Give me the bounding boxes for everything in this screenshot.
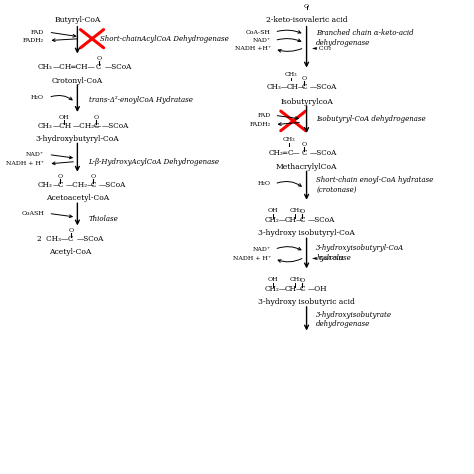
Text: FADH₂: FADH₂ (250, 122, 271, 127)
Text: C: C (58, 182, 63, 189)
Text: CH₃: CH₃ (37, 63, 52, 71)
Text: FAD: FAD (258, 113, 271, 118)
Text: —SCoA: —SCoA (105, 63, 132, 71)
Text: CH₃: CH₃ (289, 277, 302, 282)
Text: NAD⁺: NAD⁺ (253, 247, 271, 252)
Text: NADH + H⁺: NADH + H⁺ (233, 256, 271, 261)
Text: ◄ CO₂: ◄ CO₂ (312, 46, 331, 52)
Text: CH₃—: CH₃— (266, 83, 289, 91)
Text: CH₃: CH₃ (289, 208, 302, 213)
Text: trans-Δ²-enoylCoA Hydratase: trans-Δ²-enoylCoA Hydratase (89, 96, 192, 104)
Text: C: C (300, 216, 305, 224)
Text: C: C (90, 182, 96, 189)
Text: O: O (96, 56, 101, 61)
Text: CH₃: CH₃ (37, 182, 52, 189)
Text: O: O (304, 4, 309, 9)
Text: C: C (300, 285, 305, 293)
Text: —CH═CH—: —CH═CH— (53, 63, 96, 71)
Text: Acetoacetyl-CoA: Acetoacetyl-CoA (46, 194, 109, 202)
Text: O: O (302, 142, 307, 146)
Text: CH—: CH— (284, 216, 303, 224)
Text: CoA-SH: CoA-SH (246, 30, 271, 35)
Text: O: O (68, 228, 73, 233)
Text: MethacrylylCoA: MethacrylylCoA (276, 163, 337, 171)
Text: CH₃: CH₃ (283, 137, 295, 142)
Text: C: C (96, 63, 101, 71)
Text: Butyryl-CoA: Butyryl-CoA (54, 16, 100, 24)
Text: O: O (93, 115, 99, 119)
Text: Short-chain enoyl-CoA hydratase
(crotonase): Short-chain enoyl-CoA hydratase (crotona… (316, 176, 434, 194)
Text: Crotonyl-CoA: Crotonyl-CoA (52, 76, 103, 84)
Text: O: O (91, 174, 96, 179)
Text: —SCoA: —SCoA (76, 235, 104, 243)
Text: —CH₂—: —CH₂— (65, 182, 95, 189)
Text: —SCoA: —SCoA (99, 182, 126, 189)
Text: 3-hydroxy isobutyric acid: 3-hydroxy isobutyric acid (258, 299, 355, 306)
Text: NADH +H⁺: NADH +H⁺ (235, 46, 271, 52)
Text: —SCoA: —SCoA (102, 121, 129, 129)
Text: Isobutyryl-CoA dehydrogenase: Isobutyryl-CoA dehydrogenase (316, 115, 426, 123)
Text: IsobutyrylcoA: IsobutyrylcoA (280, 98, 333, 106)
Text: O: O (300, 278, 305, 283)
Text: CH₂—: CH₂— (264, 216, 286, 224)
Text: OH: OH (268, 277, 278, 282)
Text: NAD⁺: NAD⁺ (253, 38, 271, 43)
Text: C—: C— (288, 149, 301, 157)
Text: —SCoA: —SCoA (310, 149, 337, 157)
Text: O: O (58, 174, 63, 179)
Text: CH₂—: CH₂— (264, 285, 286, 293)
Text: 3-hydroxyisobutyryl-CoA
hydrolase: 3-hydroxyisobutyryl-CoA hydrolase (316, 244, 404, 262)
Text: CH—: CH— (284, 285, 303, 293)
Text: 3-hydroxy isobutyryl-CoA: 3-hydroxy isobutyryl-CoA (258, 229, 355, 237)
Text: —CH₂—: —CH₂— (73, 121, 102, 129)
Text: 3-hydroxyisobutyrate
dehydrogenase: 3-hydroxyisobutyrate dehydrogenase (316, 310, 392, 328)
Text: H₂O: H₂O (258, 182, 271, 186)
Text: —: — (53, 182, 60, 189)
Text: NADH + H⁺: NADH + H⁺ (6, 161, 44, 166)
Text: Thiolase: Thiolase (89, 215, 118, 223)
Text: —SCoA: —SCoA (308, 216, 335, 224)
Text: H₂O: H₂O (31, 95, 44, 100)
Text: L-β-HydroxyAcylCoA Dehydrogenase: L-β-HydroxyAcylCoA Dehydrogenase (89, 158, 219, 166)
Text: 3-hydroxybutyryl-CoA: 3-hydroxybutyryl-CoA (36, 135, 119, 143)
Text: NAD⁺: NAD⁺ (26, 152, 44, 157)
Text: CH₃: CH₃ (285, 72, 297, 76)
Text: 2-keto-isovaleric acid: 2-keto-isovaleric acid (266, 16, 347, 24)
Text: CH₂═: CH₂═ (269, 149, 288, 157)
Text: —SCoA: —SCoA (310, 83, 337, 91)
Text: —CH: —CH (53, 121, 72, 129)
Text: CH₃: CH₃ (37, 121, 52, 129)
Text: CH—: CH— (287, 83, 306, 91)
Text: C: C (301, 83, 307, 91)
Text: FAD: FAD (31, 30, 44, 35)
Text: C: C (301, 149, 307, 157)
Text: Branched chain α-keto-acid
dehydrogenase: Branched chain α-keto-acid dehydrogenase (316, 29, 414, 46)
Text: C: C (93, 121, 99, 129)
Text: FADH₂: FADH₂ (23, 38, 44, 43)
Text: 2  CH₃—: 2 CH₃— (37, 235, 69, 243)
Text: C: C (68, 235, 73, 243)
Text: Acetyl-CoA: Acetyl-CoA (49, 248, 92, 256)
Text: ◄ CoA-SH: ◄ CoA-SH (312, 256, 344, 261)
Text: O: O (302, 76, 307, 81)
Text: OH: OH (268, 208, 278, 213)
Text: Short-chainAcylCoA Dehydrogenase: Short-chainAcylCoA Dehydrogenase (100, 35, 228, 43)
Text: OH: OH (59, 115, 69, 119)
Text: —OH: —OH (308, 285, 328, 293)
Text: CoASH: CoASH (21, 211, 44, 216)
Text: O: O (300, 209, 305, 214)
